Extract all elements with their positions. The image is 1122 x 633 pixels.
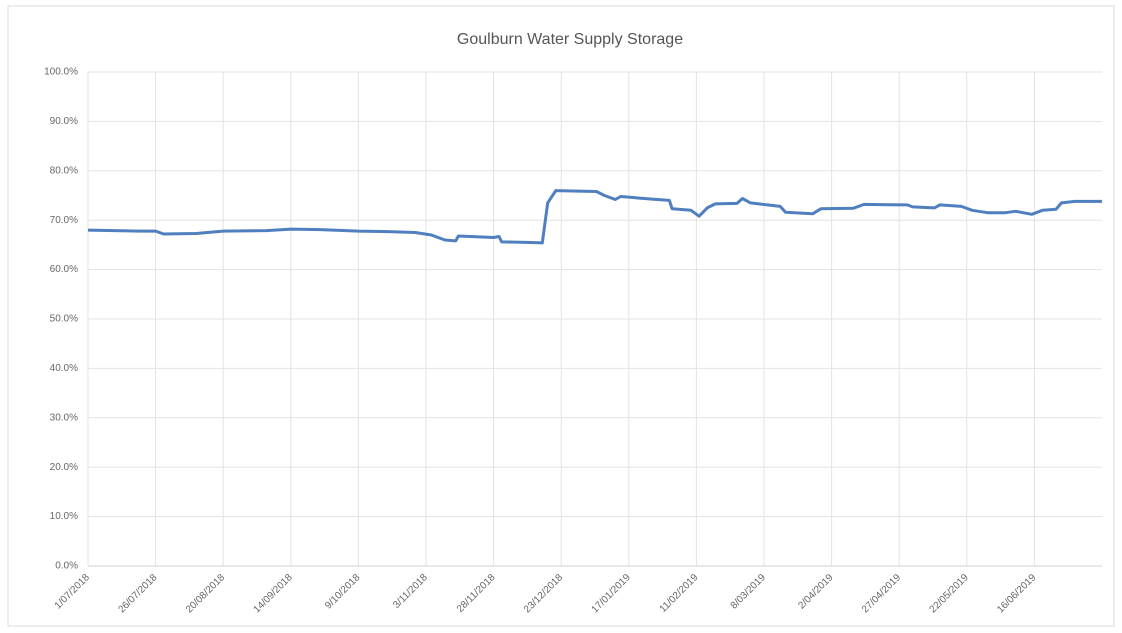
y-tick-label: 80.0% — [50, 165, 78, 176]
y-tick-label: 70.0% — [50, 215, 78, 226]
y-tick-label: 90.0% — [50, 116, 78, 127]
y-tick-label: 20.0% — [50, 462, 78, 473]
y-tick-label: 0.0% — [55, 561, 78, 572]
y-tick-label: 50.0% — [50, 314, 78, 325]
y-tick-label: 100.0% — [44, 67, 78, 78]
y-tick-label: 60.0% — [50, 264, 78, 275]
data-line — [87, 189, 1102, 245]
y-tick-label: 30.0% — [50, 412, 78, 423]
chart-title: Goulburn Water Supply Storage — [457, 31, 683, 48]
y-tick-label: 40.0% — [50, 363, 78, 374]
y-tick-label: 10.0% — [50, 511, 78, 522]
